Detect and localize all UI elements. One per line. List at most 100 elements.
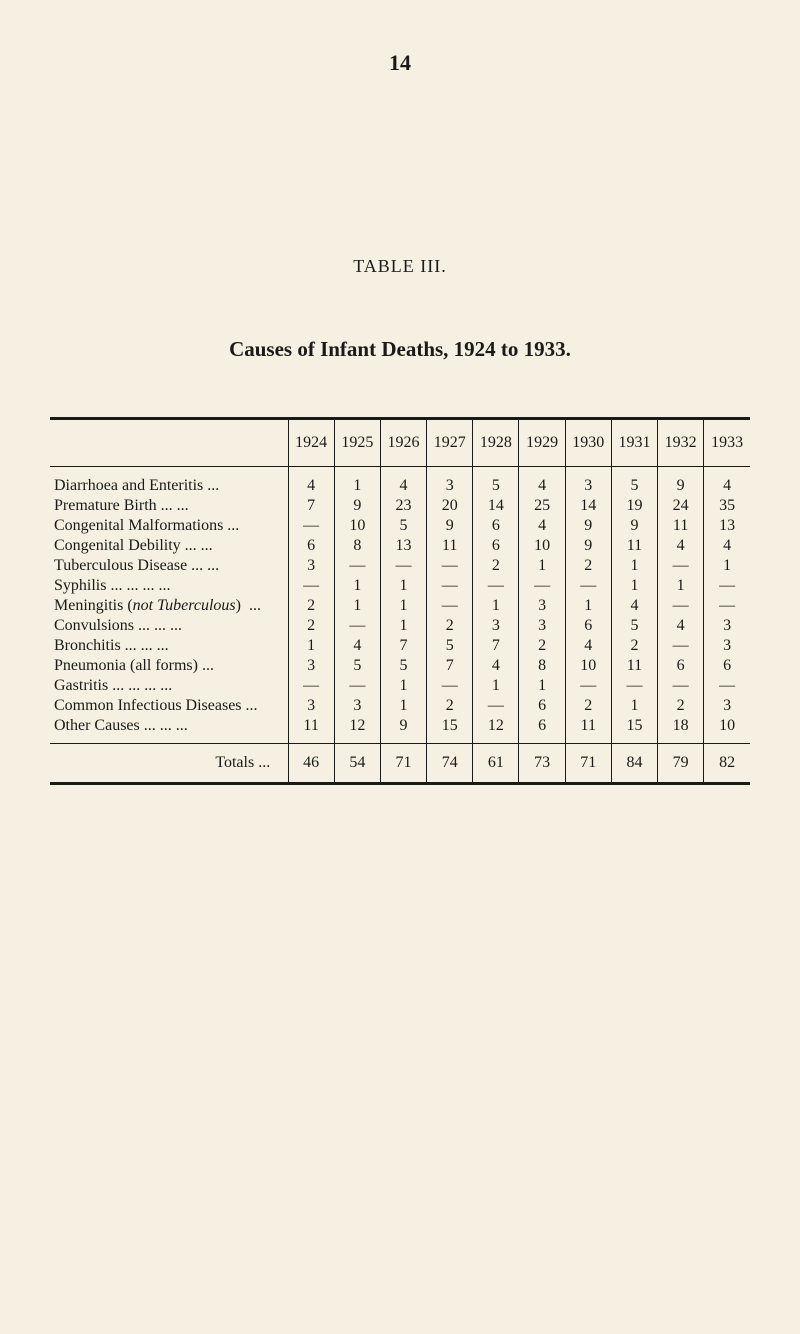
data-cell: 1 (380, 696, 426, 716)
totals-cell: 73 (519, 744, 565, 784)
year-header: 1929 (519, 419, 565, 467)
data-cell: 2 (519, 636, 565, 656)
table-row: Congenital Malformations ...—10596499111… (50, 516, 750, 536)
data-cell: 1 (380, 576, 426, 596)
data-cell: 3 (473, 616, 519, 636)
data-cell: — (288, 676, 334, 696)
table-row: Premature Birth ... ...79232014251419243… (50, 496, 750, 516)
data-cell: 10 (519, 536, 565, 556)
row-label: Premature Birth ... ... (50, 496, 288, 516)
table-row: Gastritis ... ... ... ...——1—11———— (50, 676, 750, 696)
data-cell: — (704, 676, 750, 696)
bottom-rule (50, 784, 750, 786)
data-cell: 24 (658, 496, 704, 516)
data-cell: 5 (380, 516, 426, 536)
data-cell: — (658, 636, 704, 656)
data-cell: 3 (704, 696, 750, 716)
data-cell: 20 (427, 496, 473, 516)
data-cell: 1 (519, 676, 565, 696)
data-cell: 1 (611, 556, 657, 576)
data-cell: — (334, 556, 380, 576)
data-cell: 4 (704, 536, 750, 556)
data-cell: 10 (334, 516, 380, 536)
table-row: Convulsions ... ... ...2—12336543 (50, 616, 750, 636)
row-label: Gastritis ... ... ... ... (50, 676, 288, 696)
row-label: Congenital Malformations ... (50, 516, 288, 536)
row-label: Diarrhoea and Enteritis ... (50, 467, 288, 497)
data-cell: 6 (473, 516, 519, 536)
data-cell: — (658, 676, 704, 696)
data-cell: 12 (334, 716, 380, 744)
data-cell: 9 (380, 716, 426, 744)
data-cell: 1 (334, 596, 380, 616)
data-cell: 12 (473, 716, 519, 744)
data-cell: 1 (565, 596, 611, 616)
data-cell: 4 (473, 656, 519, 676)
data-cell: 5 (427, 636, 473, 656)
data-cell: 3 (704, 636, 750, 656)
data-cell: — (288, 516, 334, 536)
totals-cell: 79 (658, 744, 704, 784)
totals-cell: 46 (288, 744, 334, 784)
data-cell: 2 (427, 696, 473, 716)
data-cell: 4 (565, 636, 611, 656)
data-cell: 2 (658, 696, 704, 716)
data-cell: 5 (611, 467, 657, 497)
totals-body: Totals ... 46 54 71 74 61 73 71 84 79 82 (50, 744, 750, 786)
data-cell: 2 (473, 556, 519, 576)
year-header: 1926 (380, 419, 426, 467)
year-header: 1924 (288, 419, 334, 467)
header-row: 1924 1925 1926 1927 1928 1929 1930 1931 … (50, 419, 750, 467)
row-label: Tuberculous Disease ... ... (50, 556, 288, 576)
data-cell: 8 (334, 536, 380, 556)
data-cell: 4 (704, 467, 750, 497)
data-cell: 5 (380, 656, 426, 676)
data-cell: 2 (427, 616, 473, 636)
data-cell: 9 (427, 516, 473, 536)
data-cell: 13 (380, 536, 426, 556)
table-row: Syphilis ... ... ... ...—11————11— (50, 576, 750, 596)
data-cell: — (565, 676, 611, 696)
row-label: Congenital Debility ... ... (50, 536, 288, 556)
data-cell: 1 (611, 576, 657, 596)
data-cell: 13 (704, 516, 750, 536)
totals-label: Totals ... (50, 744, 288, 784)
data-cell: 4 (380, 467, 426, 497)
data-cell: — (473, 696, 519, 716)
document-page: 14 TABLE III. Causes of Infant Deaths, 1… (0, 0, 800, 1334)
data-cell: 6 (658, 656, 704, 676)
data-cell: 3 (519, 596, 565, 616)
year-header: 1928 (473, 419, 519, 467)
table-row: Diarrhoea and Enteritis ...4143543594 (50, 467, 750, 497)
row-label: Meningitis (not Tuberculous) ... (50, 596, 288, 616)
data-cell: 6 (288, 536, 334, 556)
data-cell: 4 (519, 516, 565, 536)
data-cell: 6 (565, 616, 611, 636)
data-cell: 5 (473, 467, 519, 497)
data-cell: 2 (288, 596, 334, 616)
table-row: Pneumonia (all forms) ...355748101166 (50, 656, 750, 676)
data-cell: 11 (288, 716, 334, 744)
table-title: Causes of Infant Deaths, 1924 to 1933. (50, 337, 750, 362)
year-header: 1930 (565, 419, 611, 467)
data-cell: 3 (334, 696, 380, 716)
data-cell: 2 (288, 616, 334, 636)
year-header: 1927 (427, 419, 473, 467)
empty-header-cell (50, 419, 288, 467)
data-cell: 10 (704, 716, 750, 744)
data-cell: — (334, 616, 380, 636)
data-cell: 6 (519, 716, 565, 744)
data-cell: 1 (473, 676, 519, 696)
year-header: 1925 (334, 419, 380, 467)
data-cell: 14 (473, 496, 519, 516)
data-cell: — (427, 676, 473, 696)
data-cell: 5 (611, 616, 657, 636)
data-cell: — (658, 596, 704, 616)
data-cell: 2 (565, 696, 611, 716)
totals-cell: 84 (611, 744, 657, 784)
data-cell: 11 (611, 656, 657, 676)
totals-row: Totals ... 46 54 71 74 61 73 71 84 79 82 (50, 744, 750, 784)
data-cell: — (565, 576, 611, 596)
row-label: Syphilis ... ... ... ... (50, 576, 288, 596)
row-label: Common Infectious Diseases ... (50, 696, 288, 716)
